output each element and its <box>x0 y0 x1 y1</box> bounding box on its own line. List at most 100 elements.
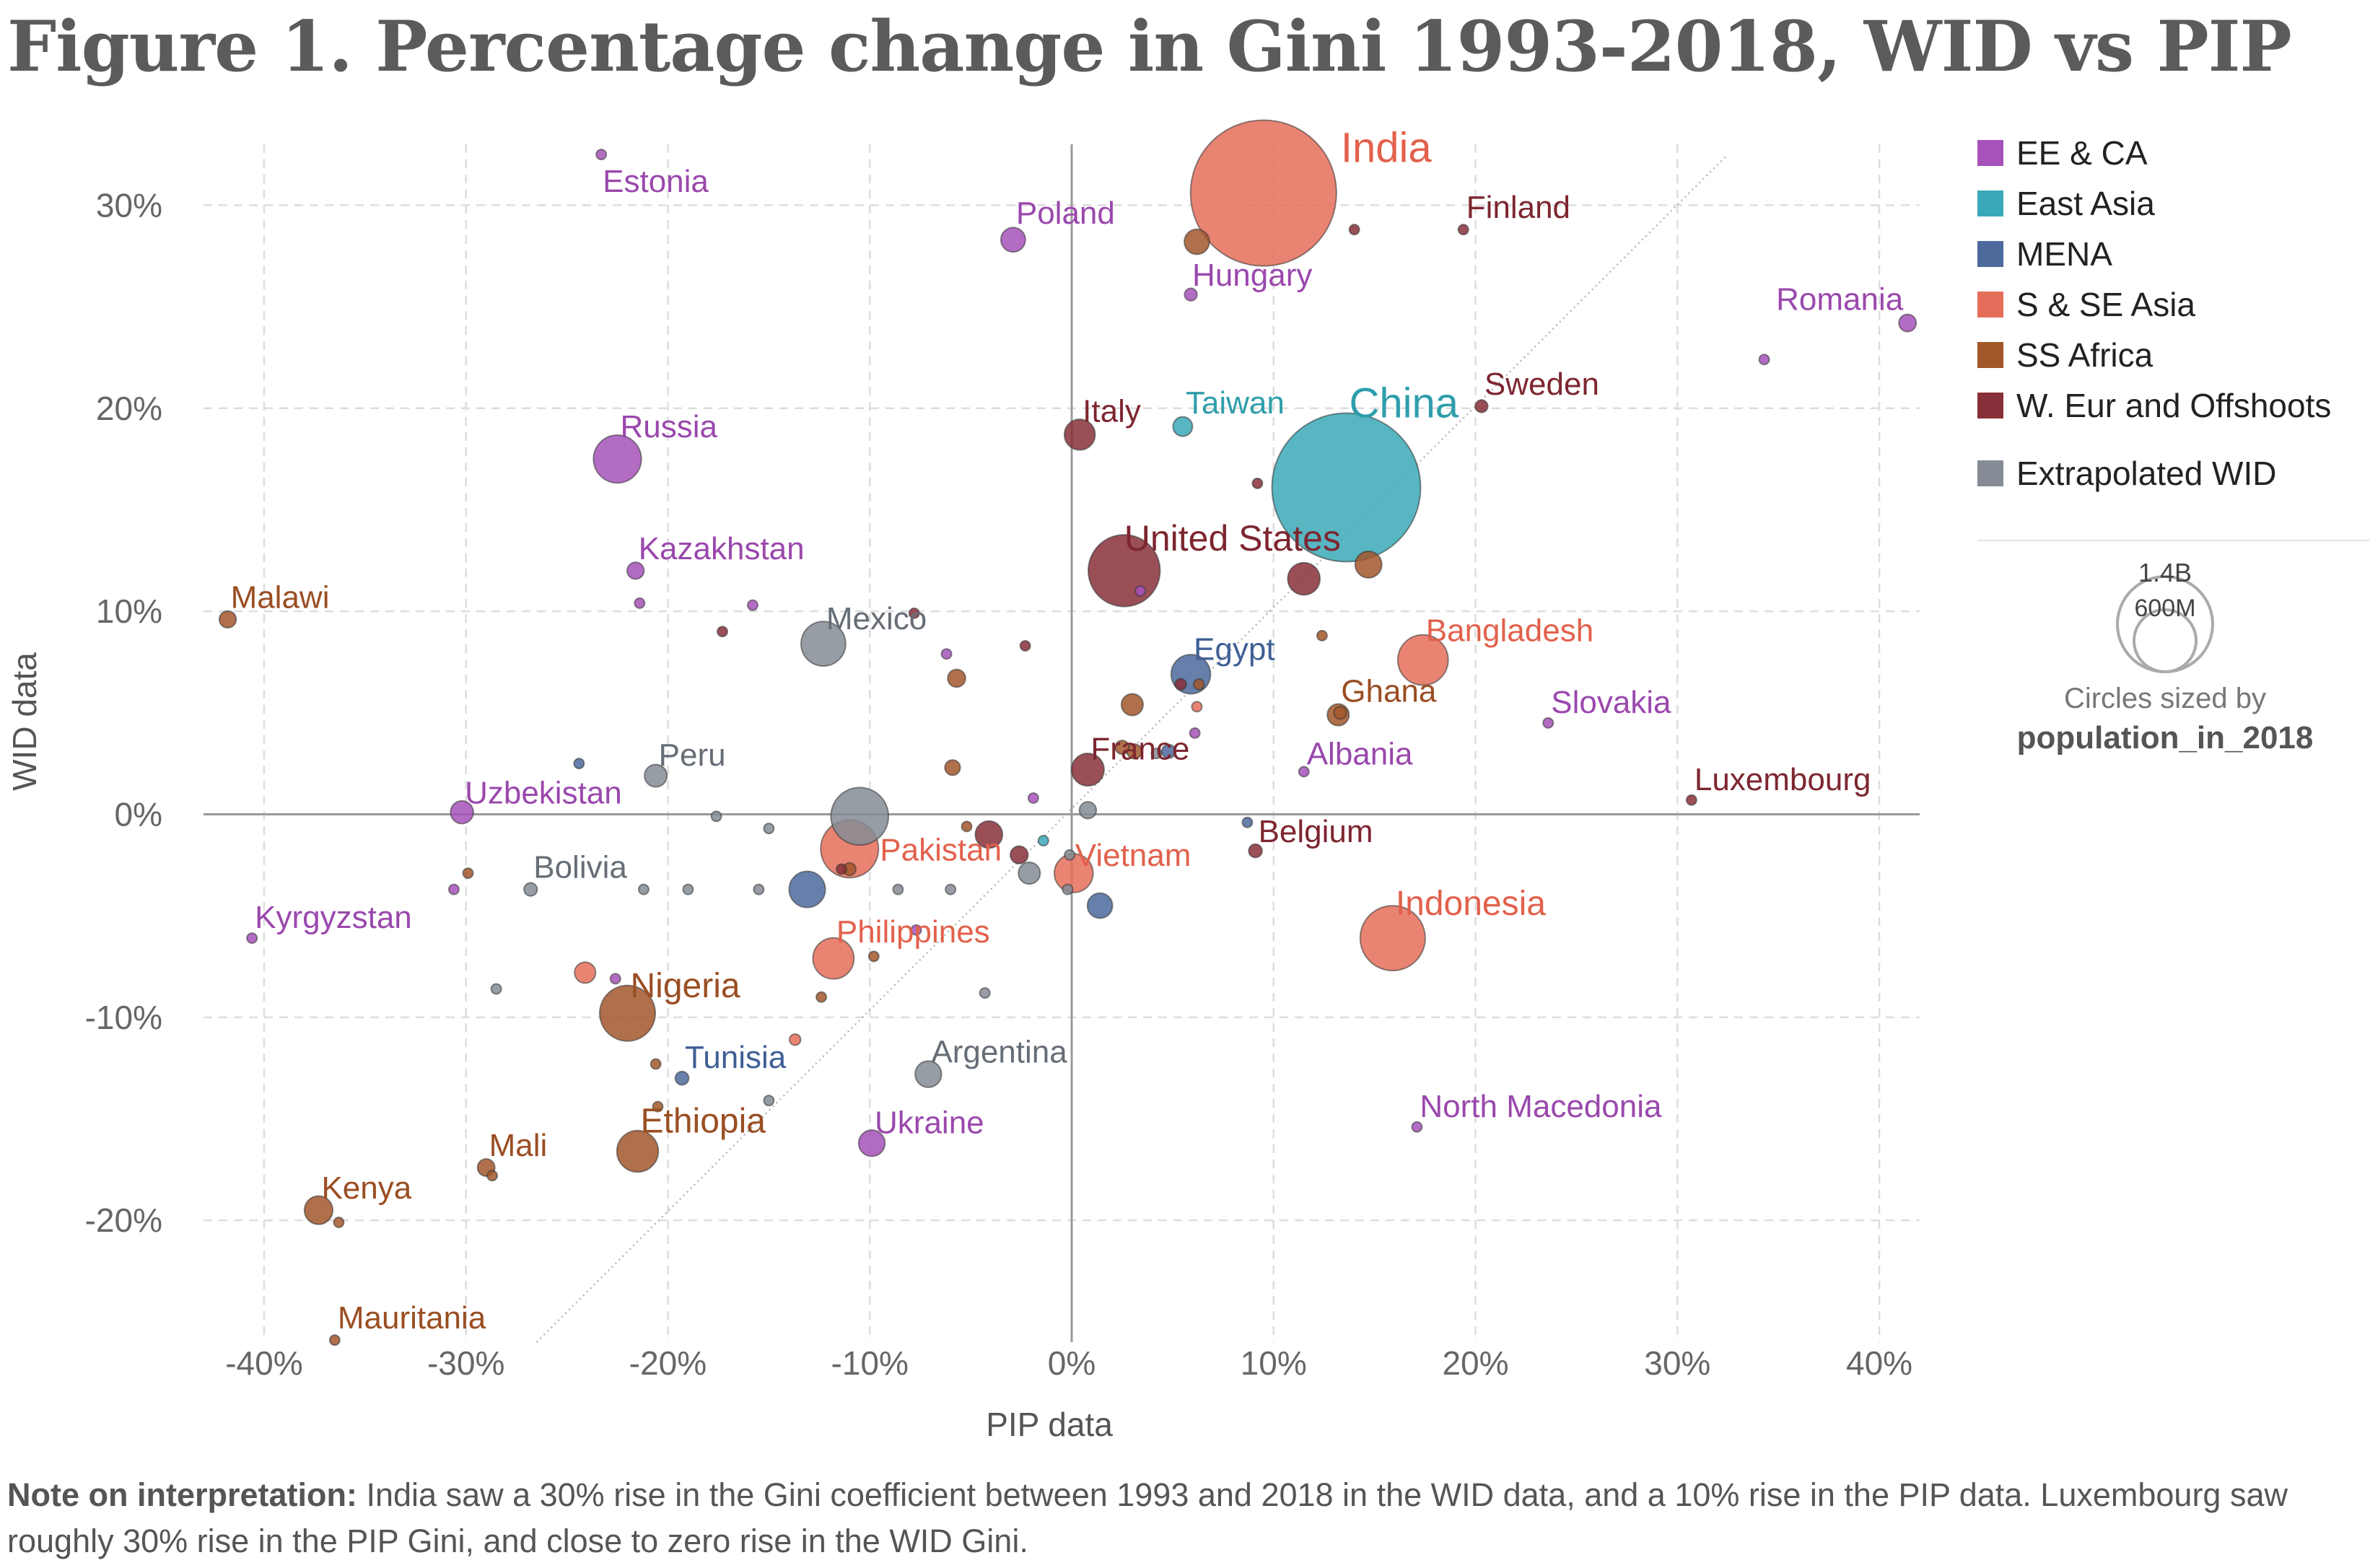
y-tick-label: 0% <box>115 795 162 833</box>
data-point <box>303 1195 334 1225</box>
data-point <box>574 961 597 984</box>
point-label: Pakistan <box>880 832 1002 867</box>
point-label: Kenya <box>321 1170 411 1206</box>
data-point <box>1411 1121 1423 1133</box>
x-tick-label: 0% <box>1048 1344 1096 1382</box>
point-label: China <box>1349 380 1459 427</box>
point-label: Kyrgyzstan <box>255 900 412 935</box>
point-label: Ghana <box>1341 674 1437 709</box>
data-point <box>1070 753 1105 787</box>
data-point <box>908 607 920 619</box>
legend-label: MENA <box>2016 235 2112 273</box>
data-point <box>788 870 826 908</box>
data-point <box>650 1058 662 1070</box>
data-point <box>1685 794 1697 806</box>
point-label: Malawi <box>231 579 330 615</box>
legend-swatch <box>1977 460 2003 486</box>
data-point <box>867 950 880 963</box>
data-point <box>1027 792 1039 804</box>
point-label: Sweden <box>1484 367 1599 402</box>
legend-swatch <box>1977 241 2003 267</box>
data-point <box>1359 905 1426 972</box>
data-point <box>1037 835 1049 847</box>
data-point <box>974 820 1004 849</box>
legend-divider <box>1977 540 2370 541</box>
data-point <box>644 763 668 788</box>
legend-swatch <box>1977 342 2003 368</box>
data-point <box>1189 727 1201 739</box>
data-point <box>1758 354 1770 366</box>
x-tick-label: -40% <box>225 1344 302 1382</box>
legend-item: EE & CA <box>1977 131 2148 175</box>
data-point <box>637 883 650 895</box>
data-point <box>1086 892 1114 919</box>
data-point <box>947 668 966 688</box>
scatter-chart: -40% -30% -20% -10% 0% 10% 20% 30% 40% -20% -10% 0%… <box>6 119 1920 1443</box>
x-tick-label: -30% <box>427 1344 504 1382</box>
point-label: Vietnam <box>1075 838 1191 873</box>
x-tick-label: -10% <box>831 1344 909 1382</box>
data-point <box>595 149 608 161</box>
data-point <box>910 924 922 936</box>
legend-swatch <box>1977 190 2003 216</box>
point-label: Ethiopia <box>640 1103 766 1141</box>
point-label: Peru <box>659 737 726 773</box>
y-tick-label: -10% <box>85 999 162 1036</box>
data-point <box>788 1033 802 1046</box>
x-tick-label: -20% <box>629 1344 707 1382</box>
data-point <box>462 867 474 880</box>
point-label: Belgium <box>1259 814 1373 849</box>
data-point <box>682 883 694 895</box>
data-point <box>716 626 728 638</box>
data-point <box>490 983 502 995</box>
legend-swatch <box>1977 140 2003 166</box>
data-point <box>598 984 657 1042</box>
legend-swatch <box>1977 393 2003 419</box>
chart-title: Figure 1. Percentage change in Gini 1993… <box>7 6 2292 87</box>
data-point <box>1172 416 1194 437</box>
point-label: Luxembourg <box>1695 762 1871 797</box>
point-label: Mexico <box>826 601 927 636</box>
data-point <box>1134 584 1147 597</box>
data-point <box>450 800 474 825</box>
point-label: India <box>1341 124 1433 171</box>
data-point <box>1000 227 1026 253</box>
legend-item: Extrapolated WID <box>1977 452 2276 495</box>
data-point <box>1898 313 1918 333</box>
point-label: Hungary <box>1192 258 1312 293</box>
data-point <box>523 882 538 897</box>
data-point <box>979 987 991 999</box>
data-point <box>710 810 722 823</box>
point-label: Mauritania <box>338 1300 486 1336</box>
data-point <box>1474 399 1489 413</box>
x-tick-label: 30% <box>1644 1344 1710 1382</box>
point-label: Nigeria <box>631 967 740 1005</box>
point-label: Italy <box>1083 393 1141 429</box>
size-legend-caption: Circles sized by <box>2063 683 2267 714</box>
data-point <box>836 863 848 875</box>
data-point <box>1396 634 1449 686</box>
point-label: United States <box>1124 518 1341 559</box>
data-point <box>753 883 765 895</box>
point-label: Bangladesh <box>1426 613 1593 649</box>
legend-label: W. Eur and Offshoots <box>2016 387 2332 424</box>
size-legend-large: 1.4B <box>2138 558 2192 587</box>
x-tick-label: 40% <box>1846 1344 1912 1382</box>
data-point <box>1271 412 1422 563</box>
data-point <box>1063 419 1096 451</box>
note-bold: Note on interpretation: <box>7 1476 357 1513</box>
data-point <box>1542 717 1555 729</box>
legend-label: SS Africa <box>2016 336 2153 374</box>
point-label: Argentina <box>931 1035 1067 1070</box>
legend-label: Extrapolated WID <box>2016 455 2277 492</box>
data-point <box>1348 224 1360 236</box>
data-point <box>616 1129 660 1173</box>
data-point <box>652 1100 664 1113</box>
data-point <box>1298 766 1310 778</box>
data-point <box>333 1217 345 1228</box>
data-point <box>914 1060 943 1088</box>
data-point <box>763 823 775 835</box>
y-tick-label: 10% <box>96 592 162 630</box>
data-point <box>940 648 953 660</box>
data-point <box>634 597 646 609</box>
